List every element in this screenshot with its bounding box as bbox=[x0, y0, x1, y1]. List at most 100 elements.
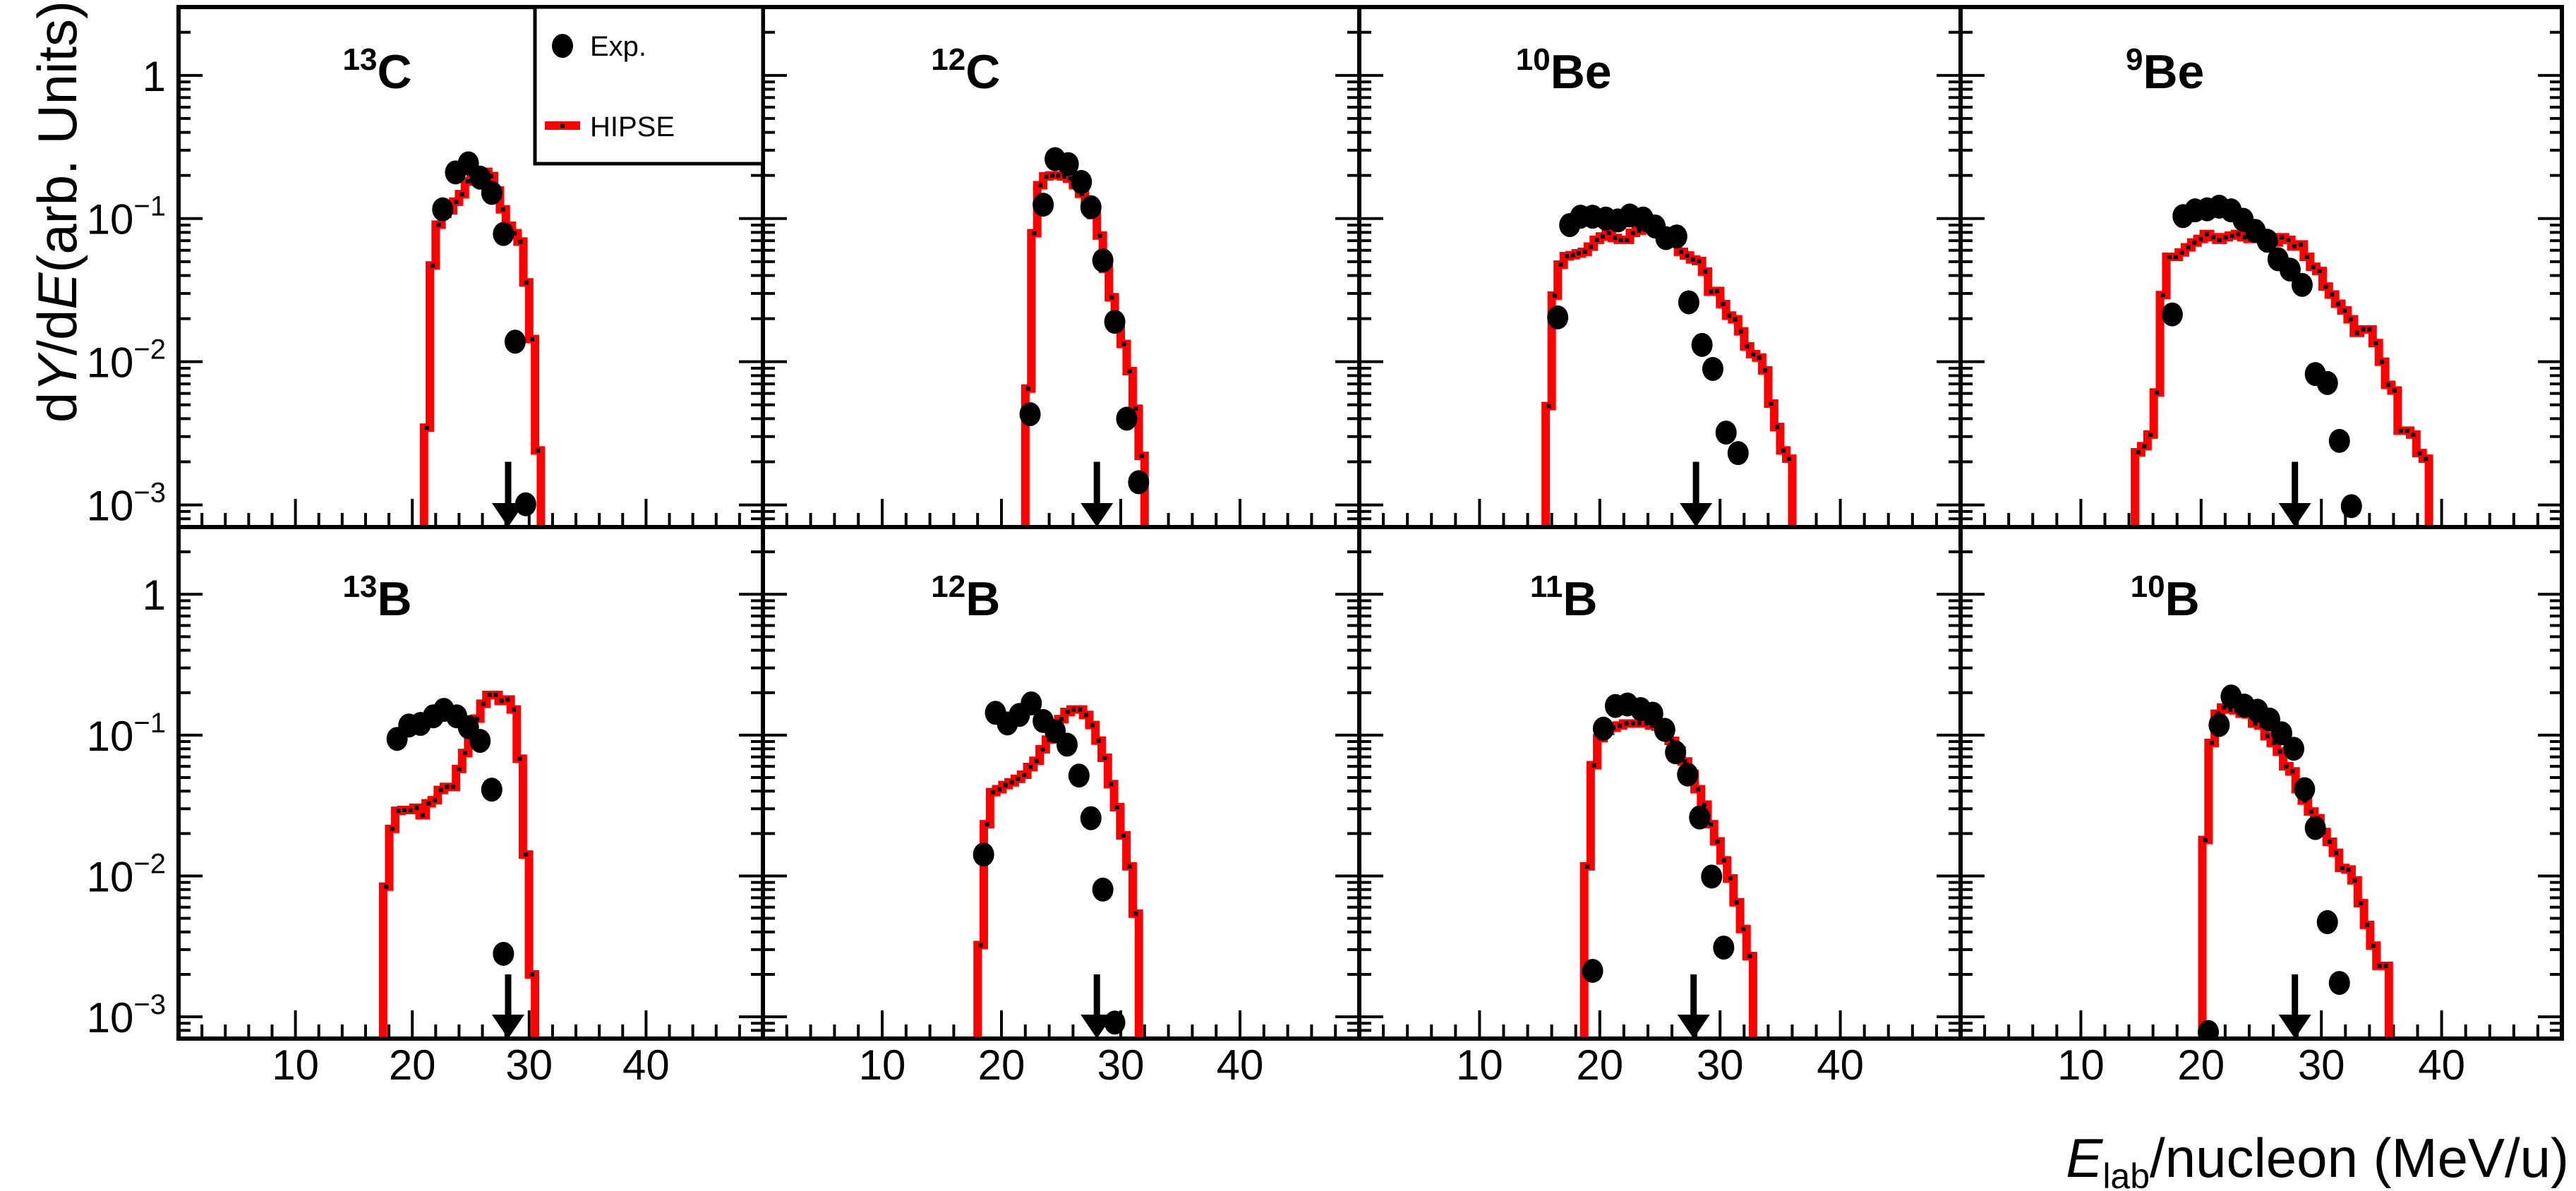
hipse-bin-marker bbox=[1697, 258, 1702, 263]
hipse-bin-marker bbox=[2203, 838, 2208, 842]
exp-point bbox=[2316, 909, 2338, 934]
panel-label-mass: 11 bbox=[1530, 569, 1563, 604]
hipse-bin-marker bbox=[1787, 457, 1792, 461]
exp-point bbox=[1713, 935, 1735, 960]
hipse-bin-marker bbox=[2160, 293, 2165, 298]
hipse-bin-marker bbox=[2277, 749, 2282, 754]
hipse-bin-marker bbox=[463, 751, 468, 756]
hipse-bin-marker bbox=[1775, 425, 1780, 430]
x-tick-label: 20 bbox=[2177, 1041, 2225, 1089]
panel-plot-area bbox=[1961, 527, 2562, 1039]
panel-12C: 12C bbox=[761, 5, 1361, 529]
hipse-bin-marker bbox=[1728, 876, 1733, 881]
hipse-bin-marker bbox=[1721, 858, 1726, 863]
x-title-sub: lab bbox=[2102, 1156, 2150, 1191]
hipse-bin-marker bbox=[426, 801, 431, 806]
exp-point bbox=[2161, 302, 2183, 327]
hipse-bin-marker bbox=[1040, 746, 1045, 751]
x-tick-label: 10 bbox=[1456, 1041, 1503, 1089]
hipse-bin-marker bbox=[524, 852, 529, 857]
hipse-bin-marker bbox=[1589, 244, 1594, 249]
y-tick-base: 10 bbox=[87, 339, 134, 387]
hipse-bin-marker bbox=[1056, 173, 1061, 178]
hipse-bin-marker bbox=[1133, 406, 1138, 411]
hipse-bin-marker bbox=[1552, 293, 1557, 298]
panel-label-mass: 13 bbox=[342, 569, 377, 604]
hipse-bin-marker bbox=[445, 785, 450, 790]
exp-point bbox=[2316, 370, 2338, 395]
hipse-bin-marker bbox=[2424, 457, 2428, 461]
panel-plot-area bbox=[1359, 527, 1961, 1039]
exp-point bbox=[1701, 864, 1723, 889]
y-tick-base: 1 bbox=[143, 53, 166, 100]
hipse-bin-marker bbox=[408, 807, 413, 812]
hipse-bin-marker bbox=[1734, 900, 1739, 905]
panel-label-element: Be bbox=[2143, 45, 2204, 99]
panel-12B: 12B 10 20 30 40 bbox=[761, 525, 1361, 1089]
hipse-bin-marker bbox=[2309, 809, 2313, 814]
hipse-bin-marker bbox=[1644, 721, 1649, 726]
hipse-bin-marker bbox=[432, 798, 437, 803]
hipse-bin-marker bbox=[1133, 911, 1138, 916]
hipse-bin-marker bbox=[1751, 351, 1756, 356]
panel-plot-area bbox=[1961, 7, 2562, 527]
arrow-down-icon bbox=[1680, 503, 1713, 527]
hipse-bin-marker bbox=[1083, 713, 1088, 718]
hipse-bin-marker bbox=[2323, 284, 2328, 289]
hipse-bin-marker bbox=[529, 337, 534, 341]
hipse-bin-marker bbox=[1065, 710, 1070, 715]
hipse-bin-marker bbox=[2179, 250, 2184, 255]
hipse-bin-marker bbox=[450, 785, 455, 790]
hipse-bin-marker bbox=[1690, 257, 1695, 262]
x-tick-label: 40 bbox=[1217, 1041, 1264, 1089]
panel-label-mass: 9 bbox=[2126, 42, 2143, 77]
hipse-bin-marker bbox=[2340, 866, 2345, 871]
x-title-E: E bbox=[2066, 1127, 2103, 1189]
hipse-bin-marker bbox=[1630, 231, 1635, 236]
hipse-bin-marker bbox=[2210, 235, 2215, 240]
hipse-bin-marker bbox=[424, 425, 429, 430]
hipse-bin-marker bbox=[1576, 250, 1581, 255]
hipse-bin-marker bbox=[1564, 254, 1569, 259]
hipse-bin-marker bbox=[1127, 864, 1132, 869]
panel-label-element: B bbox=[2165, 572, 2200, 626]
x-tick-label: 20 bbox=[978, 1041, 1025, 1089]
x-tick-label: 40 bbox=[622, 1041, 670, 1089]
hipse-bin-marker bbox=[1016, 776, 1021, 781]
hipse-histogram bbox=[378, 690, 540, 1039]
hipse-histogram bbox=[2198, 703, 2393, 1039]
hipse-bin-marker bbox=[2155, 390, 2160, 395]
hipse-bin-marker bbox=[2222, 705, 2227, 710]
hipse-bin-marker bbox=[1026, 386, 1031, 391]
exp-point bbox=[2291, 272, 2313, 297]
hipse-bin-marker bbox=[1741, 926, 1746, 931]
hipse-bin-marker bbox=[2271, 740, 2276, 745]
y-tick-label: 10−2 bbox=[87, 334, 166, 387]
hipse-bin-marker bbox=[2253, 721, 2258, 726]
exp-point bbox=[1642, 701, 1663, 726]
hipse-bin-marker bbox=[390, 826, 395, 831]
exp-point bbox=[504, 330, 526, 354]
panel-label: 13B bbox=[342, 569, 411, 626]
hipse-bin-marker bbox=[2142, 444, 2147, 449]
hipse-bin-marker bbox=[1109, 295, 1114, 300]
hipse-bin-marker bbox=[1637, 228, 1642, 233]
hipse-bin-marker bbox=[985, 822, 989, 827]
exp-point bbox=[2294, 777, 2316, 802]
hipse-bin-marker bbox=[1613, 236, 1618, 241]
hipse-bin-marker bbox=[1109, 782, 1114, 787]
exp-point bbox=[1691, 332, 1713, 357]
hipse-bin-marker bbox=[1121, 341, 1126, 346]
arrow-down-icon bbox=[2278, 1015, 2311, 1039]
hipse-histogram bbox=[419, 167, 546, 527]
hipse-bin-marker bbox=[1702, 269, 1707, 274]
panel-frame bbox=[176, 525, 765, 1041]
hipse-bin-marker bbox=[2348, 317, 2353, 322]
hipse-bin-marker bbox=[1726, 313, 1731, 318]
hipse-bin-marker bbox=[1695, 787, 1700, 792]
y-tick-base: 10 bbox=[87, 853, 134, 900]
exp-point bbox=[432, 197, 454, 222]
hipse-bin-marker bbox=[2198, 236, 2203, 241]
hipse-bin-marker bbox=[2228, 707, 2233, 712]
